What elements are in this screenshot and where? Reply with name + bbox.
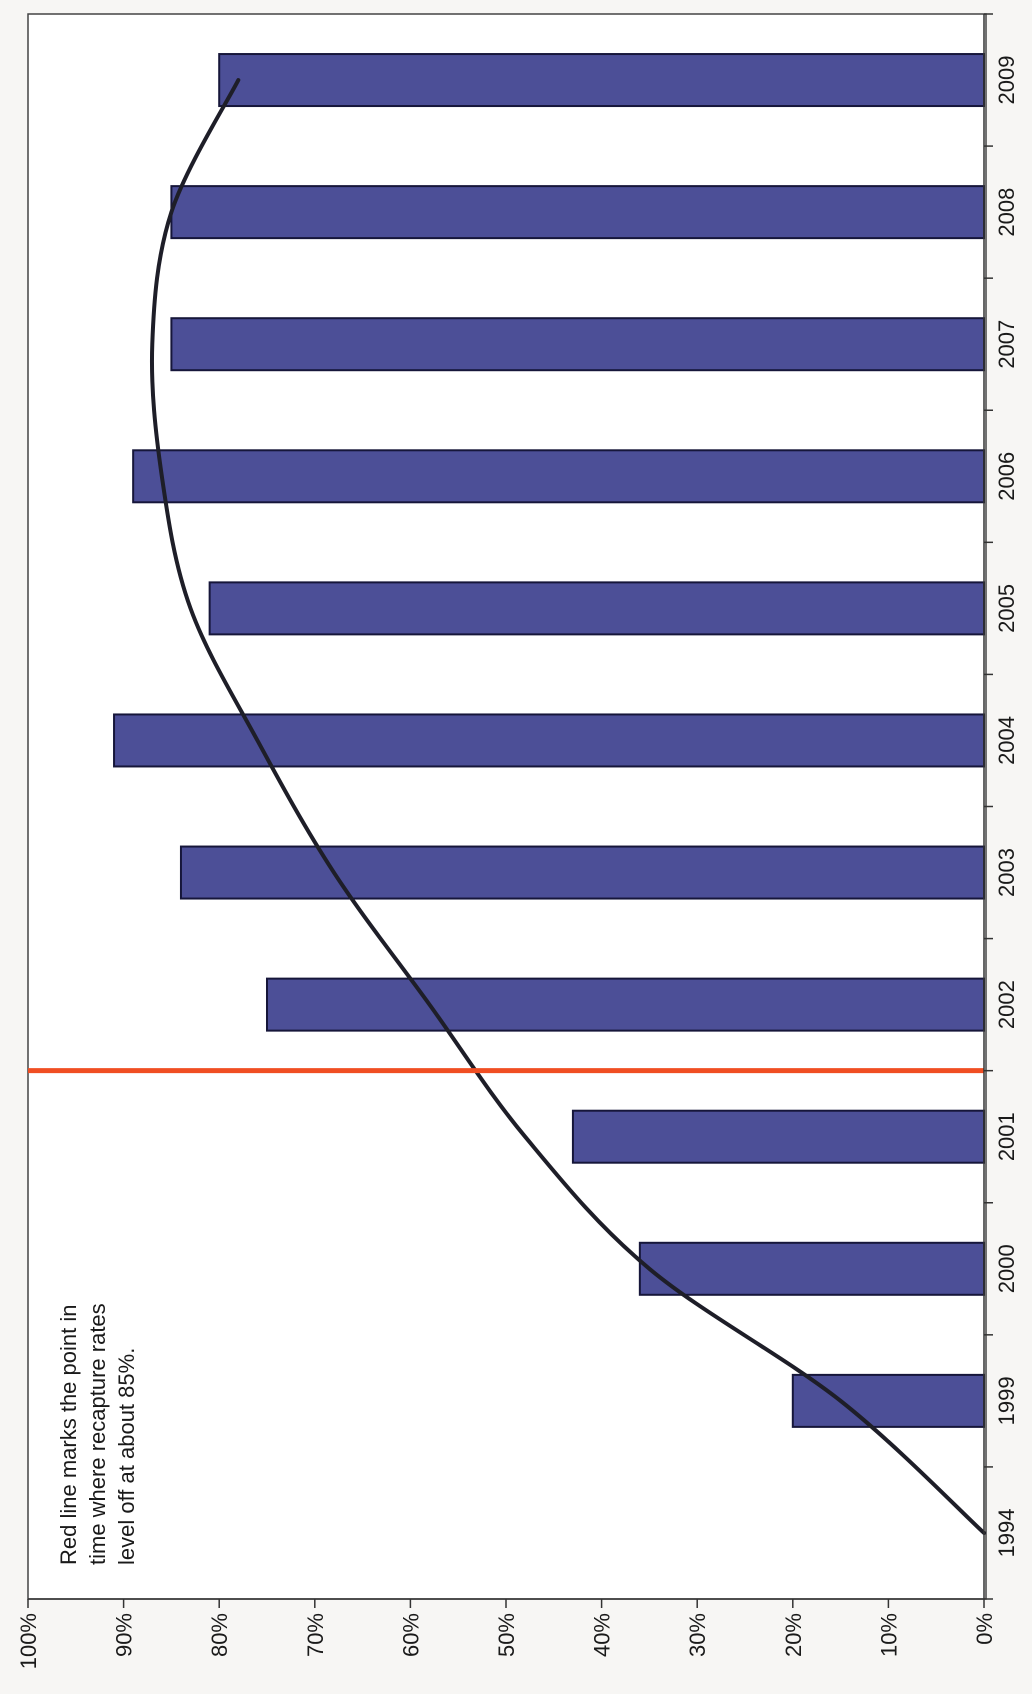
bar-1999	[791, 1373, 985, 1428]
value-tick-label: 40%	[590, 1613, 615, 1657]
annotation-line: time where recapture rates	[85, 1303, 110, 1565]
value-axis: 0% 10% 20% 30% 40% 50% 60% 70% 80% 90% 100%	[16, 1598, 997, 1669]
value-tick-label: 70%	[303, 1613, 328, 1657]
annotation-line: Red line marks the point in	[56, 1305, 81, 1565]
value-tick-label: 10%	[876, 1613, 901, 1657]
category-label-2001: 2001	[994, 1112, 1019, 1161]
bars	[113, 53, 986, 1428]
bar-2007	[170, 317, 985, 372]
bar-2000	[638, 1241, 986, 1296]
bar-2009	[218, 53, 985, 108]
value-tick-label: 80%	[207, 1613, 232, 1657]
category-label-1999: 1999	[994, 1376, 1019, 1425]
bar-2001	[571, 1109, 985, 1164]
category-label-2008: 2008	[994, 188, 1019, 237]
bar-2004	[113, 713, 986, 768]
value-tick-label: 0%	[972, 1613, 997, 1645]
value-tick-label: 60%	[398, 1613, 423, 1657]
category-label-2000: 2000	[994, 1244, 1019, 1293]
category-axis: 1994 1999 2000 2001 2002 2003 2004 2005 2006 2007…	[983, 13, 1019, 1600]
bar-2008	[170, 185, 985, 240]
value-tick-label: 20%	[781, 1613, 806, 1657]
category-label-2007: 2007	[994, 320, 1019, 369]
category-label-1994: 1994	[994, 1508, 1019, 1557]
bar-2002	[266, 977, 985, 1032]
annotation-line: level off at about 85%.	[114, 1348, 139, 1565]
bar-2006	[132, 449, 986, 504]
category-label-2004: 2004	[994, 716, 1019, 765]
category-label-2003: 2003	[994, 848, 1019, 897]
category-label-2009: 2009	[994, 56, 1019, 105]
value-tick-label: 30%	[685, 1613, 710, 1657]
value-tick-label: 90%	[112, 1613, 137, 1657]
plot-area	[27, 13, 987, 1600]
category-label-2005: 2005	[994, 584, 1019, 633]
category-label-2006: 2006	[994, 452, 1019, 501]
value-tick-label: 50%	[494, 1613, 519, 1657]
bar-2003	[179, 845, 985, 900]
category-label-2002: 2002	[994, 980, 1019, 1029]
value-tick-label: 100%	[16, 1613, 41, 1669]
trend-curve-layer	[149, 78, 986, 1535]
annotation: Red line marks the point in time where re…	[56, 1303, 139, 1565]
trend-curve	[149, 78, 986, 1535]
bar-2005	[208, 581, 985, 636]
